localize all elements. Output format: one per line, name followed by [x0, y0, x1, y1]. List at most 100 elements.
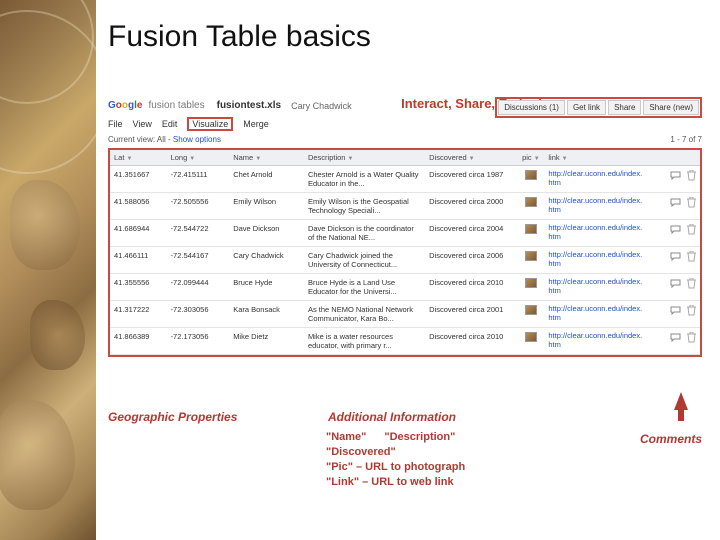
- get-link-button[interactable]: Get link: [567, 100, 606, 115]
- table-row: 41.351667-72.415111Chet ArnoldChester Ar…: [110, 166, 700, 193]
- menu-visualize[interactable]: Visualize: [187, 117, 233, 131]
- google-logo: Google: [108, 100, 142, 111]
- comment-icon[interactable]: [670, 306, 681, 316]
- cell-desc: Chester Arnold is a Water Quality Educat…: [304, 166, 425, 193]
- share-new-button[interactable]: Share (new): [643, 100, 699, 115]
- comment-icon[interactable]: [670, 279, 681, 289]
- file-name: fusiontest.xls: [217, 100, 281, 111]
- cell-desc: As the NEMO National Network Communicato…: [304, 301, 425, 328]
- page-counter: 1 - 7 of 7: [670, 135, 702, 144]
- pic-thumb-icon: [525, 224, 537, 234]
- current-view-label: Current view: All - Show options: [108, 135, 221, 144]
- comment-icon[interactable]: [670, 333, 681, 343]
- table-row: 41.588056-72.505556Emily WilsonEmily Wil…: [110, 193, 700, 220]
- cell-pic: [518, 328, 544, 355]
- sub-pic: "Pic" – URL to photograph: [326, 460, 465, 475]
- cell-lat: 41.355556: [110, 274, 167, 301]
- cell-pic: [518, 274, 544, 301]
- view-options-row: Current view: All - Show options 1 - 7 o…: [108, 135, 702, 144]
- sub-name: "Name": [326, 430, 366, 445]
- cell-disc: Discovered circa 1987: [425, 166, 518, 193]
- table-row: 41.466111-72.544167Cary ChadwickCary Cha…: [110, 247, 700, 274]
- cell-link[interactable]: http://clear.uconn.edu/index.htm: [544, 301, 649, 328]
- deco-blob: [0, 400, 75, 510]
- view-prefix: Current view: All -: [108, 135, 171, 144]
- cell-lat: 41.317222: [110, 301, 167, 328]
- callout-geographic: Geographic Properties: [108, 410, 237, 424]
- cell-pic: [518, 301, 544, 328]
- callout-additional: Additional Information: [328, 410, 456, 424]
- cell-actions: [649, 220, 700, 247]
- pic-thumb-icon: [525, 278, 537, 288]
- menu-merge[interactable]: Merge: [243, 119, 269, 129]
- deco-blob: [10, 180, 80, 270]
- cell-link[interactable]: http://clear.uconn.edu/index.htm: [544, 193, 649, 220]
- pic-thumb-icon: [525, 170, 537, 180]
- cell-link[interactable]: http://clear.uconn.edu/index.htm: [544, 274, 649, 301]
- comments-arrow-icon: [674, 392, 688, 410]
- cell-link[interactable]: http://clear.uconn.edu/index.htm: [544, 247, 649, 274]
- sub-description: "Description": [384, 430, 455, 445]
- cell-lat: 41.686944: [110, 220, 167, 247]
- cell-pic: [518, 166, 544, 193]
- cell-link[interactable]: http://clear.uconn.edu/index.htm: [544, 328, 649, 355]
- col-pic[interactable]: pic▼: [518, 150, 544, 166]
- cell-long: -72.544167: [167, 247, 230, 274]
- col-disc[interactable]: Discovered▼: [425, 150, 518, 166]
- share-button[interactable]: Share: [608, 100, 641, 115]
- cell-name: Chet Arnold: [229, 166, 304, 193]
- table-row: 41.317222-72.303056Kara BonsackAs the NE…: [110, 301, 700, 328]
- show-options-link[interactable]: Show options: [173, 135, 221, 144]
- cell-name: Mike Dietz: [229, 328, 304, 355]
- col-desc[interactable]: Description▼: [304, 150, 425, 166]
- cell-link[interactable]: http://clear.uconn.edu/index.htm: [544, 166, 649, 193]
- col-name[interactable]: Name▼: [229, 150, 304, 166]
- cell-disc: Discovered circa 2010: [425, 328, 518, 355]
- cell-disc: Discovered circa 2010: [425, 274, 518, 301]
- cell-name: Dave Dickson: [229, 220, 304, 247]
- trash-icon[interactable]: [687, 332, 696, 343]
- cell-actions: [649, 274, 700, 301]
- cell-pic: [518, 247, 544, 274]
- cell-long: -72.505556: [167, 193, 230, 220]
- cell-lat: 41.866389: [110, 328, 167, 355]
- discussions-button[interactable]: Discussions (1): [498, 100, 565, 115]
- cell-name: Emily Wilson: [229, 193, 304, 220]
- menu-view[interactable]: View: [133, 119, 152, 129]
- cell-link[interactable]: http://clear.uconn.edu/index.htm: [544, 220, 649, 247]
- trash-icon[interactable]: [687, 305, 696, 316]
- table-row: 41.686944-72.544722Dave DicksonDave Dick…: [110, 220, 700, 247]
- cell-actions: [649, 166, 700, 193]
- table-row: 41.866389-72.173056Mike DietzMike is a w…: [110, 328, 700, 355]
- trash-icon[interactable]: [687, 197, 696, 208]
- pic-thumb-icon: [525, 305, 537, 315]
- trash-icon[interactable]: [687, 251, 696, 262]
- cell-name: Cary Chadwick: [229, 247, 304, 274]
- data-table-highlight: Lat▼ Long▼ Name▼ Description▼ Discovered…: [108, 148, 702, 357]
- trash-icon[interactable]: [687, 170, 696, 181]
- trash-icon[interactable]: [687, 224, 696, 235]
- fusion-tables-screenshot: Interact, Share, Embed Discussions (1) G…: [108, 100, 702, 357]
- col-lat[interactable]: Lat▼: [110, 150, 167, 166]
- trash-icon[interactable]: [687, 278, 696, 289]
- table-header-row: Lat▼ Long▼ Name▼ Description▼ Discovered…: [110, 150, 700, 166]
- cell-disc: Discovered circa 2000: [425, 193, 518, 220]
- cell-long: -72.173056: [167, 328, 230, 355]
- col-long[interactable]: Long▼: [167, 150, 230, 166]
- product-label: fusion tables: [148, 100, 204, 111]
- comment-icon[interactable]: [670, 252, 681, 262]
- comment-icon[interactable]: [670, 198, 681, 208]
- menu-file[interactable]: File: [108, 119, 123, 129]
- comment-icon[interactable]: [670, 171, 681, 181]
- cell-desc: Mike is a water resources educator, with…: [304, 328, 425, 355]
- menu-edit[interactable]: Edit: [162, 119, 178, 129]
- additional-info-list: "Name" "Description" "Discovered" "Pic" …: [326, 430, 465, 489]
- sub-discovered: "Discovered": [326, 445, 465, 460]
- cell-disc: Discovered circa 2006: [425, 247, 518, 274]
- col-link[interactable]: link▼: [544, 150, 649, 166]
- cell-lat: 41.466111: [110, 247, 167, 274]
- cell-desc: Bruce Hyde is a Land Use Educator for th…: [304, 274, 425, 301]
- table-row: 41.355556-72.099444Bruce HydeBruce Hyde …: [110, 274, 700, 301]
- file-owner: Cary Chadwick: [291, 101, 352, 111]
- comment-icon[interactable]: [670, 225, 681, 235]
